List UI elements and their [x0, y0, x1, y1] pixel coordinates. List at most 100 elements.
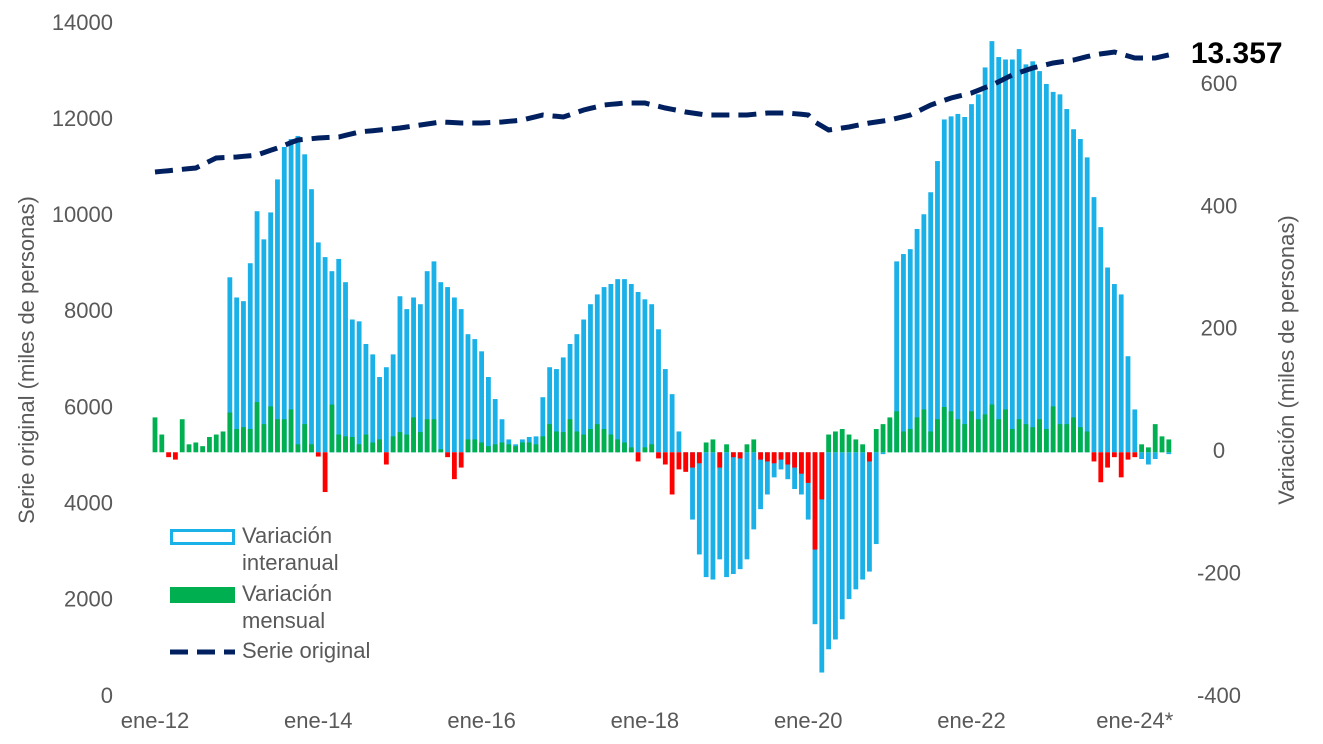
bar	[853, 452, 859, 590]
y-tick-label: 10000	[52, 202, 113, 227]
bar	[962, 424, 968, 453]
bar	[628, 284, 634, 453]
bar	[227, 412, 233, 453]
bar	[397, 432, 403, 453]
bar	[710, 439, 716, 453]
y-tick-label: 12000	[52, 106, 113, 131]
bar	[1132, 409, 1138, 453]
bar	[649, 304, 655, 453]
bar	[315, 242, 321, 453]
bar	[302, 154, 308, 453]
bar	[601, 429, 607, 453]
bar	[1077, 139, 1083, 453]
bar	[676, 452, 682, 470]
bar	[207, 436, 212, 453]
bar	[656, 452, 661, 459]
bar	[730, 452, 736, 575]
bar	[445, 452, 450, 458]
bar	[622, 442, 627, 453]
bar	[560, 432, 566, 453]
bar	[472, 439, 478, 453]
bar	[1091, 452, 1097, 462]
bar	[499, 442, 505, 453]
bar	[751, 439, 757, 453]
bar	[860, 452, 866, 580]
bar	[159, 434, 165, 453]
bar	[744, 452, 750, 560]
bar	[397, 296, 403, 453]
bar	[758, 452, 763, 510]
bar	[336, 258, 342, 453]
bar	[1132, 452, 1138, 458]
bar	[438, 282, 444, 453]
x-tick-label: ene-20	[774, 708, 843, 733]
bar	[771, 452, 777, 464]
bar	[247, 263, 253, 453]
bar	[465, 439, 471, 453]
bar	[819, 452, 825, 500]
bar	[914, 228, 920, 453]
bar	[921, 409, 927, 453]
bar	[288, 409, 294, 453]
bar	[241, 301, 246, 453]
bar	[717, 452, 723, 468]
bar	[506, 444, 512, 453]
bar	[907, 249, 913, 453]
y2-tick-label: 0	[1213, 438, 1225, 463]
bar	[989, 41, 995, 453]
legend-swatch	[170, 587, 235, 603]
bar	[594, 424, 600, 453]
bar	[547, 424, 553, 453]
bar	[152, 417, 158, 453]
bar	[1139, 452, 1145, 460]
bar	[220, 431, 226, 453]
bar	[969, 411, 974, 453]
bar	[805, 452, 811, 520]
bar	[1003, 409, 1008, 453]
bar	[819, 452, 825, 673]
bar	[778, 452, 784, 470]
bar	[404, 434, 410, 453]
bar	[377, 377, 382, 453]
bar	[1003, 59, 1008, 453]
bar	[241, 427, 246, 453]
bar	[703, 442, 709, 453]
bar	[792, 452, 797, 468]
bar	[1037, 71, 1042, 453]
bar	[642, 299, 648, 453]
bar	[778, 452, 784, 460]
bar	[588, 304, 593, 453]
legend-label: Variación mensual	[242, 581, 333, 633]
bar	[690, 452, 695, 468]
bar	[615, 439, 621, 453]
y-tick-label: 6000	[64, 394, 113, 419]
y-tick-label: 4000	[64, 491, 113, 516]
bar	[431, 419, 437, 453]
bar	[370, 354, 376, 453]
y2-tick-label: -200	[1197, 560, 1241, 585]
bar	[1098, 227, 1104, 453]
bar	[764, 452, 770, 495]
bar	[1009, 429, 1015, 453]
bar	[349, 319, 355, 453]
bar	[867, 452, 872, 462]
bar	[880, 424, 886, 453]
bar	[234, 297, 240, 453]
bar	[724, 452, 729, 578]
bar	[567, 419, 573, 453]
bar	[690, 452, 695, 520]
y-axis-label: Serie original (miles de personas)	[14, 196, 39, 524]
bar	[1071, 129, 1076, 453]
bar	[227, 277, 233, 453]
bar	[901, 431, 906, 453]
bar	[717, 452, 723, 560]
bar	[411, 417, 416, 453]
bar	[1043, 429, 1049, 453]
bar	[764, 452, 770, 462]
bar	[628, 447, 634, 453]
bar	[281, 146, 287, 453]
bar	[1030, 427, 1036, 453]
bar	[758, 452, 763, 460]
bar	[472, 339, 478, 453]
legend-item: Variación mensual	[242, 581, 333, 633]
